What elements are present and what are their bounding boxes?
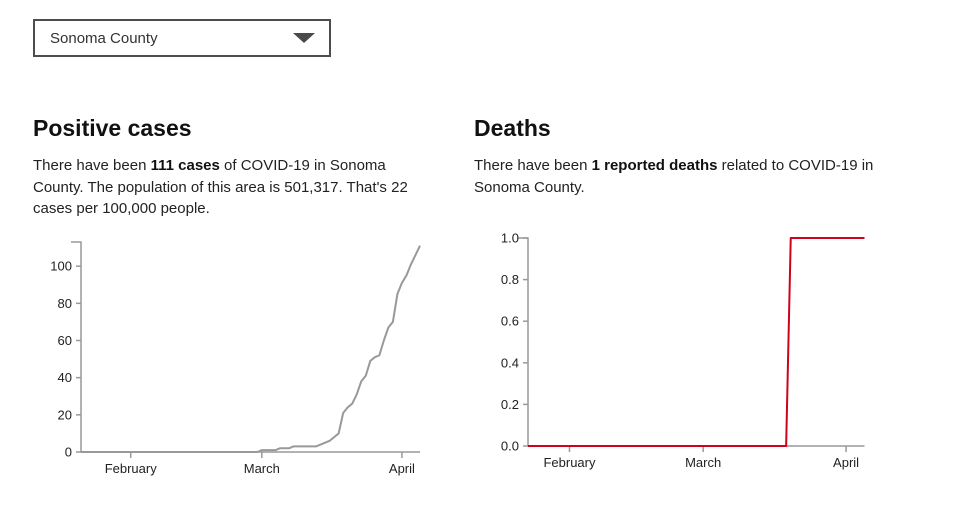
summary-text: There have been: [474, 157, 592, 174]
deaths-chart: 0.0 0.2 0.4 0.6 0.8 1.0 February March April: [501, 231, 865, 470]
svg-text:March: March: [244, 461, 280, 476]
deaths-title: Deaths: [474, 115, 551, 141]
chevron-down-icon: [293, 33, 315, 43]
svg-text:0.4: 0.4: [501, 355, 519, 370]
svg-text:40: 40: [58, 370, 72, 385]
deaths-section: Deaths There have been 1 reported deaths…: [474, 114, 886, 198]
svg-text:1.0: 1.0: [501, 231, 519, 246]
summary-text: of COVID-19 in Sonoma County. The popula…: [33, 157, 408, 217]
svg-text:February: February: [105, 461, 158, 476]
svg-text:0.2: 0.2: [501, 397, 519, 412]
positive-cases-chart: 0 20 40 60 80 100 February March April: [50, 241, 421, 476]
summary-text: related to COVID-19 in Sonoma County.: [474, 157, 874, 196]
county-selector[interactable]: Sonoma County: [33, 19, 331, 57]
deaths-summary: There have been 1 reported deaths relate…: [474, 155, 886, 198]
svg-text:March: March: [685, 455, 721, 470]
cases-count: 111 cases: [150, 157, 220, 174]
svg-text:80: 80: [58, 296, 72, 311]
svg-text:April: April: [389, 461, 415, 476]
positive-cases-title: Positive cases: [33, 115, 192, 141]
positive-cases-summary: There have been 111 cases of COVID-19 in…: [33, 155, 437, 220]
svg-text:0: 0: [65, 445, 72, 460]
svg-text:100: 100: [50, 259, 72, 274]
deaths-count: 1 reported deaths: [591, 157, 718, 174]
svg-text:February: February: [543, 455, 596, 470]
svg-text:0.0: 0.0: [501, 439, 519, 454]
summary-text: There have been: [33, 157, 151, 174]
svg-text:60: 60: [58, 333, 72, 348]
svg-text:0.6: 0.6: [501, 314, 519, 329]
svg-text:April: April: [833, 455, 859, 470]
svg-text:20: 20: [58, 407, 72, 422]
positive-cases-section: Positive cases There have been 111 cases…: [33, 114, 437, 220]
svg-text:0.8: 0.8: [501, 272, 519, 287]
county-selector-value: Sonoma County: [50, 29, 158, 47]
